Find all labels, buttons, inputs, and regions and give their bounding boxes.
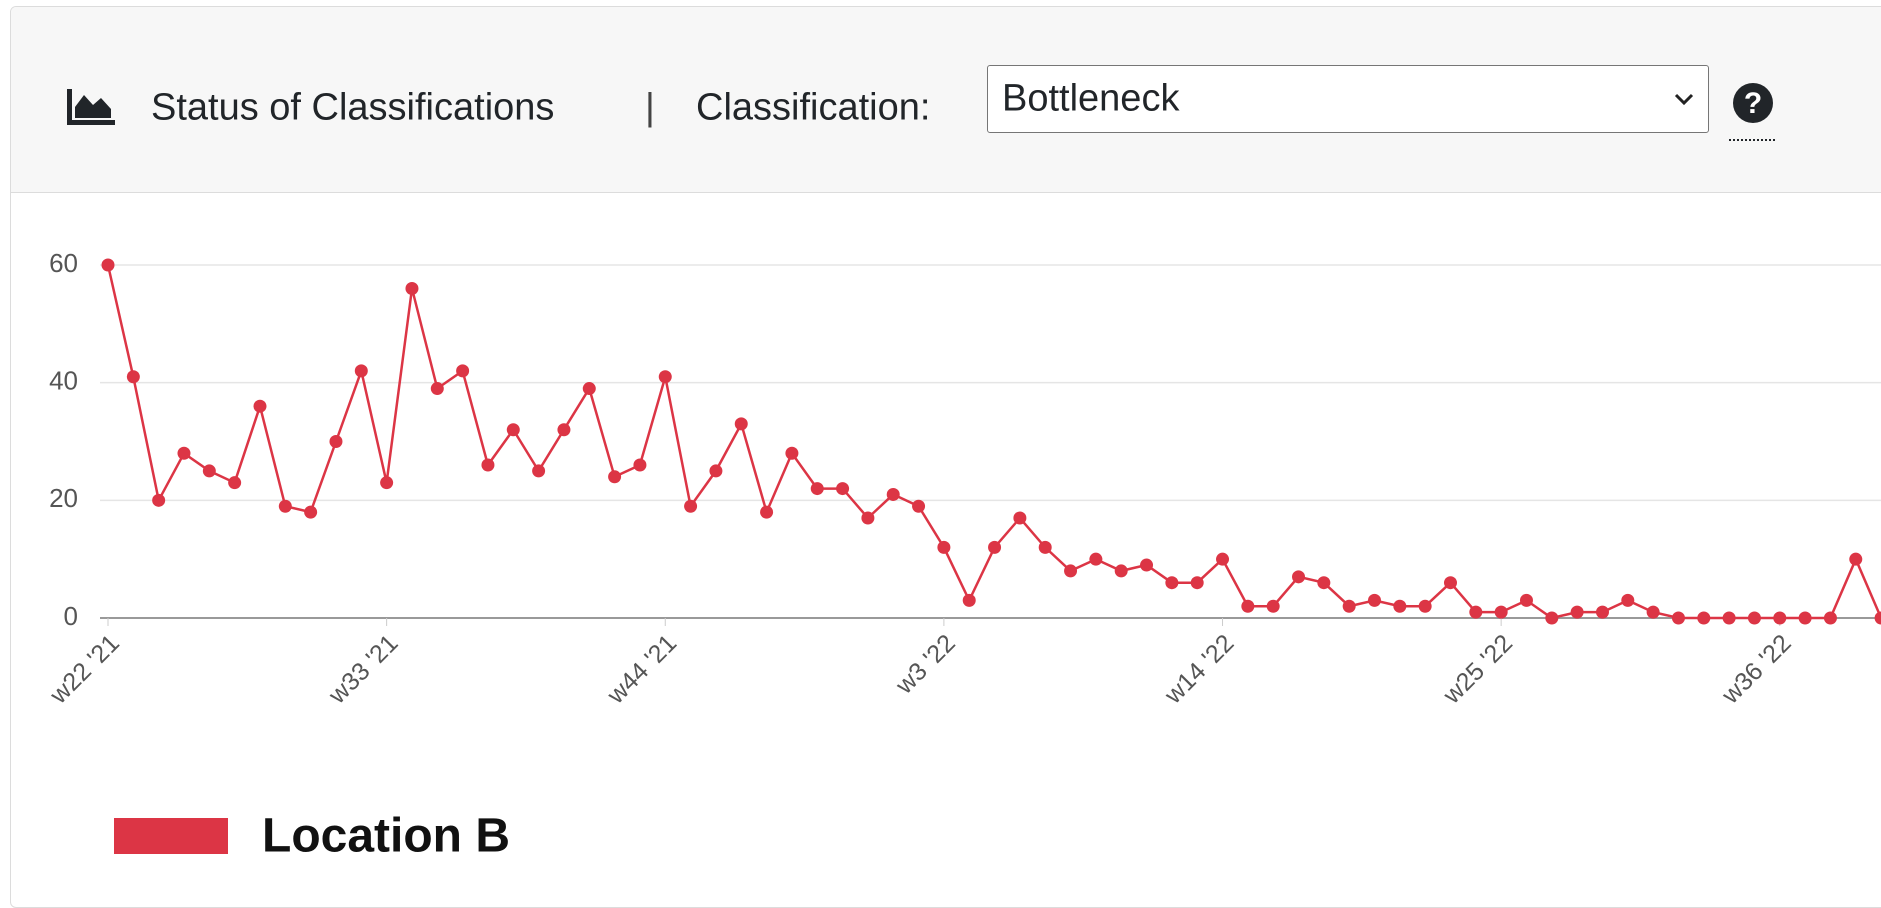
data-point bbox=[1140, 558, 1154, 572]
data-point bbox=[912, 499, 926, 513]
data-point bbox=[1545, 611, 1559, 625]
data-point bbox=[1241, 599, 1255, 613]
data-point bbox=[152, 493, 166, 507]
data-point bbox=[1747, 611, 1761, 625]
data-point bbox=[709, 464, 723, 478]
legend-label: Location B bbox=[262, 810, 510, 863]
data-point bbox=[1317, 576, 1331, 590]
data-point bbox=[1038, 540, 1052, 554]
data-point bbox=[1342, 599, 1356, 613]
data-point bbox=[354, 364, 368, 378]
data-point bbox=[1519, 593, 1533, 607]
card-header: Status of Classifications | Classificati… bbox=[11, 7, 1881, 193]
x-tick-label: w33 '21 bbox=[323, 629, 404, 710]
data-point bbox=[101, 258, 115, 272]
data-point bbox=[1443, 576, 1457, 590]
data-point bbox=[1773, 611, 1787, 625]
separator: | bbox=[645, 86, 655, 129]
legend-swatch bbox=[114, 818, 228, 854]
data-point bbox=[506, 423, 520, 437]
data-point bbox=[937, 540, 951, 554]
x-tick-label: w36 '22 bbox=[1716, 629, 1797, 710]
data-point bbox=[1823, 611, 1837, 625]
classification-select[interactable]: Bottleneck bbox=[987, 65, 1709, 133]
data-point bbox=[380, 476, 394, 490]
data-point bbox=[1393, 599, 1407, 613]
series-line bbox=[106, 264, 1881, 620]
data-point bbox=[582, 382, 596, 396]
data-point bbox=[1697, 611, 1711, 625]
card: Status of Classifications | Classificati… bbox=[10, 6, 1881, 908]
data-point bbox=[836, 482, 850, 496]
select-chevron bbox=[1674, 93, 1694, 106]
data-point bbox=[1216, 552, 1230, 566]
data-point bbox=[658, 370, 672, 384]
data-point bbox=[1798, 611, 1812, 625]
data-point bbox=[430, 382, 444, 396]
data-point bbox=[1089, 552, 1103, 566]
data-point bbox=[988, 540, 1002, 554]
data-point bbox=[962, 593, 976, 607]
data-point bbox=[1368, 593, 1381, 607]
data-point bbox=[304, 505, 318, 519]
data-point bbox=[1418, 599, 1432, 613]
x-tick-label: w3 '22 bbox=[890, 629, 961, 700]
data-point bbox=[1595, 605, 1609, 619]
page: Status of Classifications | Classificati… bbox=[10, 6, 1881, 908]
data-point bbox=[1722, 611, 1736, 625]
data-point bbox=[810, 482, 824, 496]
data-point bbox=[760, 505, 774, 519]
data-point bbox=[861, 511, 875, 525]
selected-option: Bottleneck bbox=[1002, 77, 1180, 120]
data-point bbox=[1646, 605, 1660, 619]
data-point bbox=[1849, 552, 1863, 566]
data-point bbox=[405, 282, 419, 296]
data-point bbox=[734, 417, 748, 431]
data-point bbox=[456, 364, 470, 378]
y-tick-label: 20 bbox=[49, 483, 78, 513]
data-point bbox=[1874, 611, 1881, 625]
data-point bbox=[126, 370, 140, 384]
data-point bbox=[1165, 576, 1179, 590]
y-tick-label: 60 bbox=[49, 248, 78, 278]
data-point bbox=[1064, 564, 1078, 578]
y-tick-label: 0 bbox=[64, 601, 78, 631]
chart: 0 20 40 60 w22 '21 w33 '21 w44 '21 w3 '22 w14 '2… bbox=[44, 248, 1881, 863]
y-tick-label: 40 bbox=[49, 366, 78, 396]
data-point bbox=[1266, 599, 1280, 613]
data-point bbox=[177, 446, 191, 460]
data-point bbox=[228, 476, 242, 490]
data-point bbox=[1671, 611, 1685, 625]
data-point bbox=[329, 435, 343, 448]
data-point bbox=[1570, 605, 1584, 619]
data-point bbox=[557, 423, 571, 437]
data-point bbox=[1114, 564, 1128, 578]
classification-label: Classification: bbox=[696, 86, 931, 129]
x-tick-label: w44 '21 bbox=[601, 629, 682, 710]
data-point bbox=[1190, 576, 1204, 590]
data-point bbox=[1621, 593, 1635, 607]
data-point bbox=[1469, 605, 1483, 619]
svg-text:?: ? bbox=[1744, 87, 1762, 120]
data-point bbox=[202, 464, 216, 478]
data-point bbox=[532, 464, 546, 478]
data-point bbox=[278, 499, 292, 513]
x-tick-label: w14 '22 bbox=[1159, 629, 1240, 710]
data-point bbox=[253, 399, 267, 413]
data-point bbox=[633, 458, 647, 472]
x-tick-label: w25 '22 bbox=[1437, 629, 1518, 710]
data-point bbox=[785, 446, 799, 460]
data-point bbox=[684, 499, 698, 513]
data-point bbox=[886, 487, 900, 501]
title: Status of Classifications bbox=[151, 86, 555, 129]
data-point bbox=[1292, 570, 1306, 584]
data-point bbox=[481, 458, 495, 472]
data-point bbox=[1494, 605, 1508, 619]
data-point bbox=[1013, 511, 1027, 525]
data-point bbox=[608, 470, 622, 484]
chart-icon bbox=[67, 89, 115, 125]
help-icon[interactable]: ? bbox=[1727, 81, 1779, 145]
x-tick-label: w22 '21 bbox=[44, 629, 125, 710]
